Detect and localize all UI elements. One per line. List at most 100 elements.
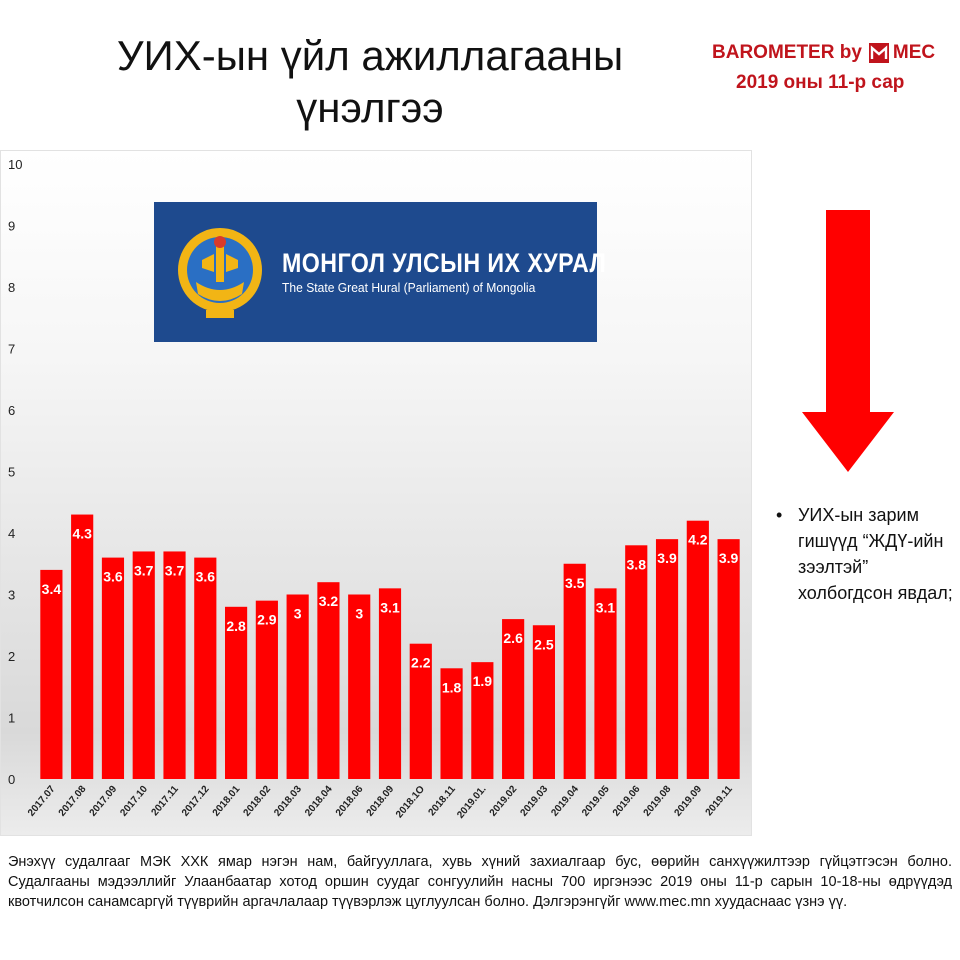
- y-tick-label: 4: [8, 526, 15, 541]
- bar: [348, 594, 371, 779]
- x-tick-label: 2019.06: [611, 784, 643, 819]
- bar-value-label: 3.6: [196, 569, 216, 585]
- note-bullet: •: [776, 505, 783, 525]
- x-tick-label: 2018.1O: [394, 784, 427, 821]
- bar: [563, 563, 586, 779]
- bar: [625, 545, 648, 779]
- soyombo-emblem-icon: [178, 228, 262, 318]
- x-tick-label: 2017.09: [88, 784, 120, 819]
- brand-period: 2019 оны 11-р сар: [736, 72, 905, 93]
- x-tick-label: 2018.02: [242, 784, 274, 819]
- bar-value-label: 2.8: [226, 618, 246, 634]
- brand-block: BAROMETER by MEC 2019 оны 11-р сар: [712, 42, 952, 94]
- parliament-name-mn: МОНГОЛ УЛСЫН ИХ ХУРАЛ: [282, 248, 607, 278]
- x-tick-label: 2019.03: [519, 784, 551, 819]
- x-tick-label: 2019.02: [488, 784, 520, 819]
- y-axis: 0 1 2 3 4 5 6 7 8 9 10: [8, 157, 22, 787]
- x-tick-label: 2017.12: [180, 784, 212, 819]
- bar: [409, 643, 432, 779]
- bar-value-label: 1.8: [442, 679, 462, 695]
- x-tick-label: 2018.03: [272, 784, 304, 819]
- bar-value-label: 3.9: [719, 550, 739, 566]
- bar: [163, 551, 186, 779]
- x-tick-label: 2019.09: [672, 784, 704, 819]
- down-arrow-icon: [802, 210, 894, 472]
- bar: [255, 600, 278, 779]
- bar-value-label: 3.9: [657, 550, 677, 566]
- y-tick-label: 3: [8, 588, 15, 603]
- bar: [440, 668, 463, 779]
- parliament-logo: МОНГОЛ УЛСЫН ИХ ХУРАЛ The State Great Hu…: [154, 202, 606, 342]
- footer-disclaimer: Энэхүү судалгааг МЭК ХХК ямар нэгэн нам,…: [8, 854, 952, 910]
- bar-value-label: 3.7: [134, 562, 154, 578]
- page-title-line2: үнэлгээ: [296, 84, 444, 131]
- x-tick-label: 2019.08: [642, 784, 674, 819]
- bar-value-label: 3.6: [103, 569, 123, 585]
- bar-value-label: 3.1: [380, 599, 400, 615]
- x-tick-label: 2018.04: [303, 784, 335, 819]
- x-tick-label: 2018.11: [427, 784, 459, 819]
- x-tick-label: 2019.01.: [455, 784, 489, 821]
- parliament-name-en: The State Great Hural (Parliament) of Mo…: [282, 280, 536, 295]
- y-tick-label: 10: [8, 157, 22, 172]
- bar-value-label: 3.1: [596, 599, 616, 615]
- x-tick-label: 2018.09: [365, 784, 397, 819]
- bar-value-label: 2.5: [534, 636, 554, 652]
- x-axis: 2017.07 2017.08 2017.09 2017.10 2017.11 2017.…: [26, 784, 735, 821]
- bar-value-label: 1.9: [473, 673, 493, 689]
- y-tick-label: 6: [8, 403, 15, 418]
- bar: [655, 539, 679, 779]
- bar: [502, 619, 525, 779]
- y-tick-label: 1: [8, 711, 15, 726]
- y-tick-label: 5: [8, 465, 15, 480]
- x-tick-label: 2019.05: [580, 784, 612, 819]
- page-title-line1: УИХ-ын үйл ажиллагааны: [116, 32, 624, 79]
- bar-value-label: 2.6: [503, 630, 523, 646]
- bar: [594, 588, 617, 779]
- bar-value-label: 2.2: [411, 655, 431, 671]
- note-text: УИХ-ын зарим гишүүд “ЖДҮ-ийн зээлтэй” хо…: [798, 505, 953, 603]
- bar-value-label: 3.8: [627, 556, 647, 572]
- bar: [286, 594, 309, 779]
- bar: [378, 588, 402, 779]
- x-tick-label: 2017.07: [26, 784, 58, 819]
- brand-company: MEC: [892, 42, 936, 63]
- y-tick-label: 2: [8, 649, 15, 664]
- bar: [317, 582, 340, 779]
- bar: [717, 539, 740, 779]
- y-tick-label: 0: [8, 772, 15, 787]
- x-tick-label: 2019.11: [704, 784, 736, 819]
- y-tick-label: 8: [8, 280, 15, 295]
- bar-value-label: 2.9: [257, 612, 277, 628]
- bar: [471, 662, 494, 779]
- bar-value-label: 3: [294, 606, 302, 622]
- mec-logo-icon: [868, 43, 889, 63]
- bar-value-label: 3.4: [42, 581, 62, 597]
- page-title: УИХ-ын үйл ажиллагааны үнэлгээ: [60, 30, 680, 134]
- bar: [101, 557, 125, 779]
- x-tick-label: 2019.04: [549, 784, 581, 819]
- x-tick-label: 2017.08: [57, 784, 89, 819]
- x-tick-label: 2017.10: [118, 784, 150, 819]
- bar: [532, 625, 555, 779]
- bar-value-label: 3.7: [165, 562, 185, 578]
- bar: [71, 514, 94, 779]
- x-tick-label: 2017.11: [150, 784, 182, 819]
- bars: 3.4 4.3 3.6 3.7 3.7 3.6 2.8 2.9 3 3.2 3 3.1 2.2 1.8 1.…: [40, 514, 740, 779]
- bar: [132, 551, 155, 779]
- bar: [686, 520, 709, 779]
- y-tick-label: 9: [8, 219, 15, 234]
- bar-value-label: 4.3: [72, 526, 92, 542]
- x-tick-label: 2018.06: [334, 784, 366, 819]
- bar-value-label: 3: [355, 606, 363, 622]
- x-tick-label: 2018.01: [211, 784, 243, 819]
- bar-value-label: 4.2: [688, 532, 708, 548]
- bar: [194, 557, 217, 779]
- y-tick-label: 7: [8, 342, 15, 357]
- bar: [40, 569, 63, 779]
- bar: [225, 606, 248, 779]
- brand-name: BAROMETER by: [712, 42, 862, 63]
- bar-value-label: 3.2: [319, 593, 339, 609]
- bar-value-label: 3.5: [565, 575, 585, 591]
